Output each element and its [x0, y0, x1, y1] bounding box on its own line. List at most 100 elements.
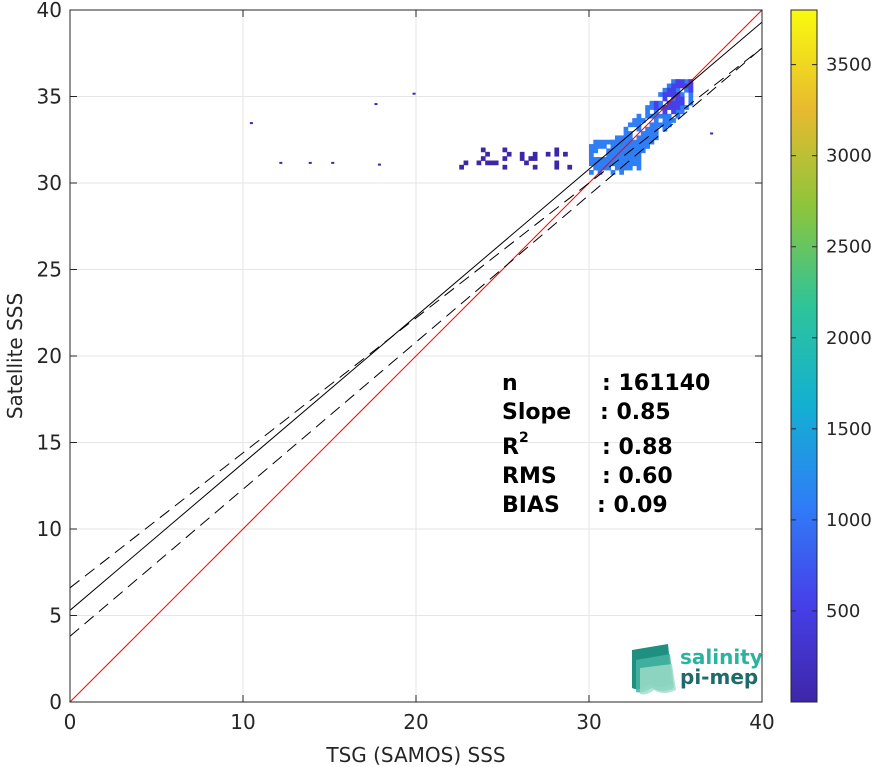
density-cell: [636, 126, 642, 132]
density-cell: [619, 144, 624, 149]
density-cell: [528, 156, 534, 161]
density-cell: [502, 156, 508, 161]
density-cell: [627, 165, 633, 171]
density-cell: [675, 109, 681, 115]
density-cell: [459, 164, 464, 170]
y-tick-label: 5: [49, 604, 62, 628]
density-cell: [666, 105, 672, 110]
density-cell: [636, 148, 642, 154]
density-cell: [593, 148, 599, 154]
density-cell: [632, 152, 637, 158]
salinity-pi-mep-logo: salinity pi-mep: [632, 644, 763, 695]
density-cell: [666, 83, 672, 89]
density-cell: [640, 118, 646, 123]
density-cell: [649, 105, 655, 110]
density-cell: [493, 160, 499, 166]
density-cell: [636, 144, 642, 149]
density-cell: [554, 147, 560, 153]
stat-r2-sup: 2: [519, 430, 529, 446]
y-tick-label: 20: [37, 344, 62, 368]
density-cell: [666, 118, 672, 123]
colorbar-tick-label: 1500: [826, 419, 872, 440]
density-cell: [636, 157, 642, 162]
density-cell: [632, 122, 637, 128]
density-cell: [623, 126, 629, 132]
stat-n-label: n: [502, 371, 518, 396]
density-cell: [640, 148, 646, 154]
colorbar-tick-label: 500: [826, 601, 860, 622]
colorbar-tick-label: 3000: [826, 146, 872, 167]
y-tick-label: 10: [37, 517, 62, 541]
density-cell: [688, 87, 694, 93]
density-cell: [619, 135, 624, 141]
density-cell: [597, 161, 603, 167]
stat-slope-value: : 0.85: [600, 400, 671, 425]
logo-wave-icon-3: [640, 664, 676, 695]
density-cell: [636, 139, 642, 145]
density-cell: [627, 144, 633, 149]
density-cell: [662, 87, 668, 93]
density-cell: [532, 151, 538, 157]
density-cell: [675, 87, 681, 93]
density-cell: [632, 144, 637, 149]
density-cell: [662, 96, 668, 102]
density-cell: [554, 164, 560, 170]
regression-line: [70, 21, 762, 611]
density-cell: [684, 87, 689, 93]
density-cell: [627, 135, 633, 141]
density-cell: [658, 113, 663, 119]
stat-r2-label: R: [502, 435, 519, 460]
density-cell: [627, 122, 633, 128]
isolated-point: [249, 122, 253, 125]
y-tick-label: 35: [37, 85, 62, 109]
density-cell: [589, 148, 594, 154]
density-cell: [653, 118, 659, 123]
density-cell: [601, 144, 607, 149]
one-to-one-line: [70, 10, 762, 702]
density-cell: [675, 105, 681, 110]
density-cell: [606, 152, 612, 158]
density-cell: [675, 79, 681, 84]
x-tick-label: 40: [749, 710, 774, 734]
density-cell: [623, 152, 629, 158]
density-cell: [627, 157, 633, 162]
density-cell: [645, 109, 650, 115]
density-cell: [601, 139, 607, 145]
density-cell: [627, 152, 633, 158]
density-cell: [640, 139, 646, 145]
isolated-point: [279, 161, 283, 164]
colorbar-tick-label: 3500: [826, 55, 872, 76]
density-cell: [632, 148, 637, 154]
isolated-point: [374, 103, 378, 106]
density-cell: [632, 118, 637, 123]
density-cell: [679, 109, 685, 115]
density-cell: [636, 135, 642, 141]
regression-plus-std-line: [70, 47, 762, 589]
density-cell: [649, 131, 655, 136]
density-cell: [532, 156, 538, 161]
stat-rms-label: RMS: [502, 464, 557, 489]
density-cell: [640, 131, 646, 136]
density-cell: [519, 151, 525, 157]
x-tick-label: 10: [230, 710, 255, 734]
y-tick-label: 0: [49, 690, 62, 714]
density-cell: [563, 151, 568, 157]
density-cell: [679, 92, 685, 97]
density-cell: [606, 148, 612, 154]
density-cell: [589, 157, 594, 162]
density-cell: [614, 148, 620, 154]
density-cell: [614, 165, 620, 171]
density-cell: [614, 161, 620, 167]
density-cell: [632, 161, 637, 167]
density-cell: [476, 160, 482, 166]
density-cell: [658, 105, 663, 110]
density-cell: [610, 152, 616, 158]
density-cell: [679, 83, 685, 89]
density-cell: [662, 118, 668, 123]
density-cell: [645, 113, 650, 119]
density-cell: [589, 161, 594, 167]
density-cell: [662, 109, 668, 115]
density-cell: [636, 152, 642, 158]
density-cell: [649, 126, 655, 132]
isolated-point: [710, 132, 714, 135]
